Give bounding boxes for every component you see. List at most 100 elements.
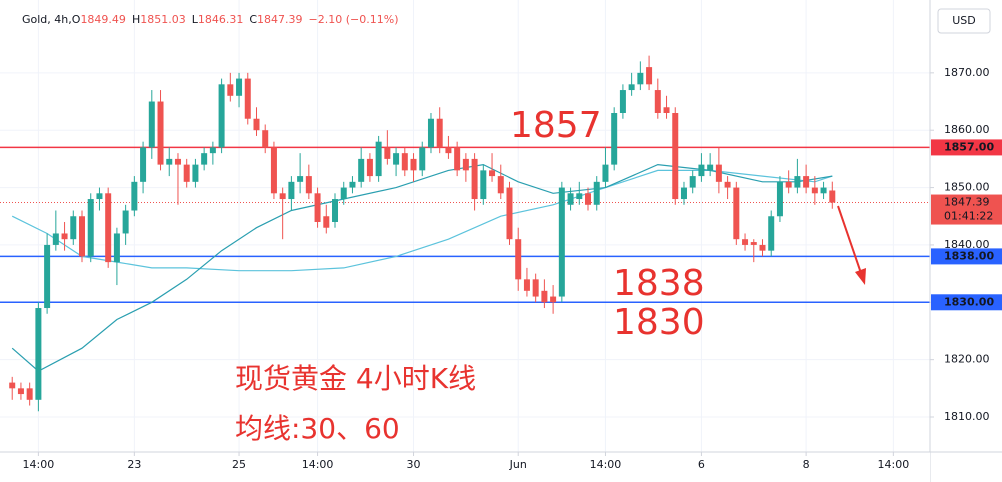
x-tick-label: 8 [803, 458, 810, 471]
candle-body [192, 164, 199, 182]
candle-body [785, 181, 792, 188]
header-label: H [132, 13, 140, 26]
header-change: −2.10 (−0.11%) [309, 13, 399, 26]
candle-body [462, 158, 469, 171]
candle-body [262, 130, 269, 148]
candle-body [698, 164, 705, 177]
candle-body [768, 216, 775, 251]
candle-body [44, 244, 51, 309]
header-label: L [192, 13, 199, 26]
x-tick-label: 14:00 [590, 458, 622, 471]
candle-body [489, 170, 496, 177]
candle-body [602, 164, 609, 182]
x-tick-label: 14:00 [302, 458, 334, 471]
candle-body [829, 190, 836, 203]
level-label-box [931, 139, 1002, 156]
header-label: C [249, 13, 257, 26]
candle-body [105, 193, 112, 263]
candle-body [209, 147, 216, 154]
annotation: 现货黄金 4小时K线 [235, 362, 476, 395]
candle-body [401, 153, 408, 171]
candle-body [340, 187, 347, 200]
y-tick-label: 1850.00 [944, 181, 990, 194]
candle-body [358, 158, 365, 182]
x-tick-label: 14:00 [23, 458, 55, 471]
x-tick-label: 25 [232, 458, 246, 471]
level-label: 1838.00 [944, 249, 994, 262]
y-tick-label: 1820.00 [944, 353, 990, 366]
candle-body [733, 187, 740, 240]
candle-body [349, 181, 356, 188]
candle-body [628, 84, 635, 91]
last-price: 1847.39 [944, 196, 990, 209]
candle-body [140, 147, 147, 182]
candle-body [384, 147, 391, 159]
header-value: 1846.31 [198, 13, 244, 26]
candle-body [297, 176, 304, 182]
x-tick-label: 23 [127, 458, 141, 471]
currency: USD [952, 14, 976, 27]
candle-body [244, 78, 251, 119]
candle-body [419, 147, 426, 171]
candle-body [654, 90, 661, 113]
y-tick-label: 1840.00 [944, 238, 990, 251]
candle-body [253, 118, 260, 131]
candle-body [611, 113, 618, 165]
y-tick-label: 1810.00 [944, 410, 990, 423]
level-label-box [931, 248, 1002, 265]
candle-body [157, 101, 164, 165]
candle-body [550, 296, 557, 303]
candle-body [593, 181, 600, 205]
candle-body [305, 176, 312, 194]
level-label: 1857.00 [944, 140, 994, 153]
arrow-head [855, 268, 866, 285]
candle-body [724, 181, 731, 188]
annotation: 1830 [613, 302, 705, 343]
candle-body [541, 290, 548, 303]
candle-body [314, 193, 321, 222]
candle-body [87, 199, 94, 257]
candle-body [393, 153, 400, 165]
candle-body [445, 147, 452, 154]
levels [0, 146, 930, 304]
candle-body [750, 242, 757, 245]
candle-body [506, 187, 513, 240]
header: Gold, 4h,O1849.49 H1851.03 L1846.31 C1847.3… [22, 13, 399, 26]
last-price-box [931, 194, 1002, 225]
candle-body [515, 239, 522, 280]
candle-body [148, 101, 155, 148]
x-tick-label: 30 [407, 458, 421, 471]
candle-body [454, 147, 461, 171]
candle-body [332, 199, 339, 222]
moving-average [11, 163, 833, 372]
candle-body [17, 388, 24, 395]
candle-body [26, 388, 33, 400]
candle-body [471, 158, 478, 200]
candle-body [279, 193, 286, 200]
candle-body [174, 158, 181, 165]
candle-body [672, 113, 679, 200]
candle-body [52, 233, 59, 245]
candle-body [637, 72, 644, 85]
candle-body [558, 187, 565, 297]
candle-body [375, 141, 382, 177]
candle-body [715, 164, 722, 182]
candles [9, 55, 836, 412]
candle-body [680, 187, 687, 200]
candle-body [131, 181, 138, 211]
candle-body [619, 90, 626, 113]
candle-body [122, 210, 129, 234]
candle-body [9, 382, 16, 389]
candle-body [79, 216, 86, 257]
candle-body [811, 187, 818, 194]
candle-body [227, 84, 234, 96]
header-value: 1847.39 [257, 13, 303, 26]
currency-button[interactable] [937, 8, 991, 34]
candle-body [742, 239, 749, 245]
candle-body [183, 164, 190, 182]
header-value: 1851.03 [140, 13, 186, 26]
candle-body [759, 244, 766, 251]
candle-body [707, 164, 714, 171]
candle-body [646, 67, 653, 85]
